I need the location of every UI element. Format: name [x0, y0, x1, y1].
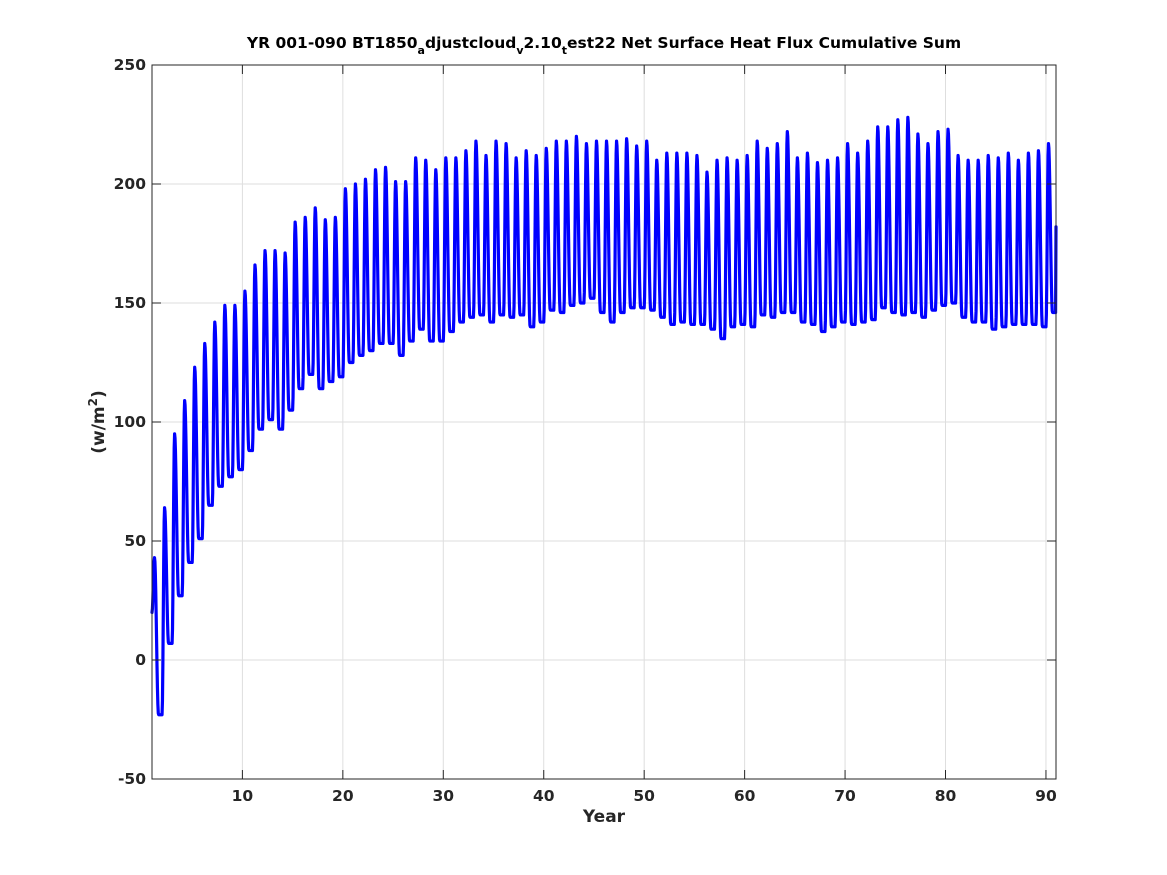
y-tick-label: 0	[135, 651, 146, 669]
x-tick-label: 40	[533, 787, 555, 805]
y-tick-label: 50	[124, 532, 146, 550]
x-tick-label: 70	[834, 787, 856, 805]
y-tick-label: 100	[114, 413, 147, 431]
x-tick-label: 50	[633, 787, 655, 805]
y-tick-label: -50	[118, 770, 146, 788]
x-tick-label: 90	[1035, 787, 1057, 805]
x-tick-label: 80	[935, 787, 957, 805]
tick-labels: 10 20 30 40 50 60 70 80 90 -50 0 50 100 150 200 250	[114, 56, 1057, 805]
x-tick-label: 20	[332, 787, 354, 805]
y-tick-label: 250	[114, 56, 147, 74]
series-line	[150, 115, 1058, 717]
x-tick-label: 10	[232, 787, 254, 805]
y-tick-label: 200	[114, 175, 147, 193]
chart-title: YR 001-090 BT1850adjustcloudv2.10test22 …	[246, 34, 961, 57]
x-tick-label: 60	[734, 787, 756, 805]
x-tick-label: 30	[432, 787, 454, 805]
y-tick-label: 150	[114, 294, 147, 312]
x-axis-title: Year	[582, 807, 626, 827]
series-layer	[150, 115, 1058, 717]
y-axis-title: (w/m2)	[86, 390, 109, 454]
ticks	[152, 64, 1056, 780]
